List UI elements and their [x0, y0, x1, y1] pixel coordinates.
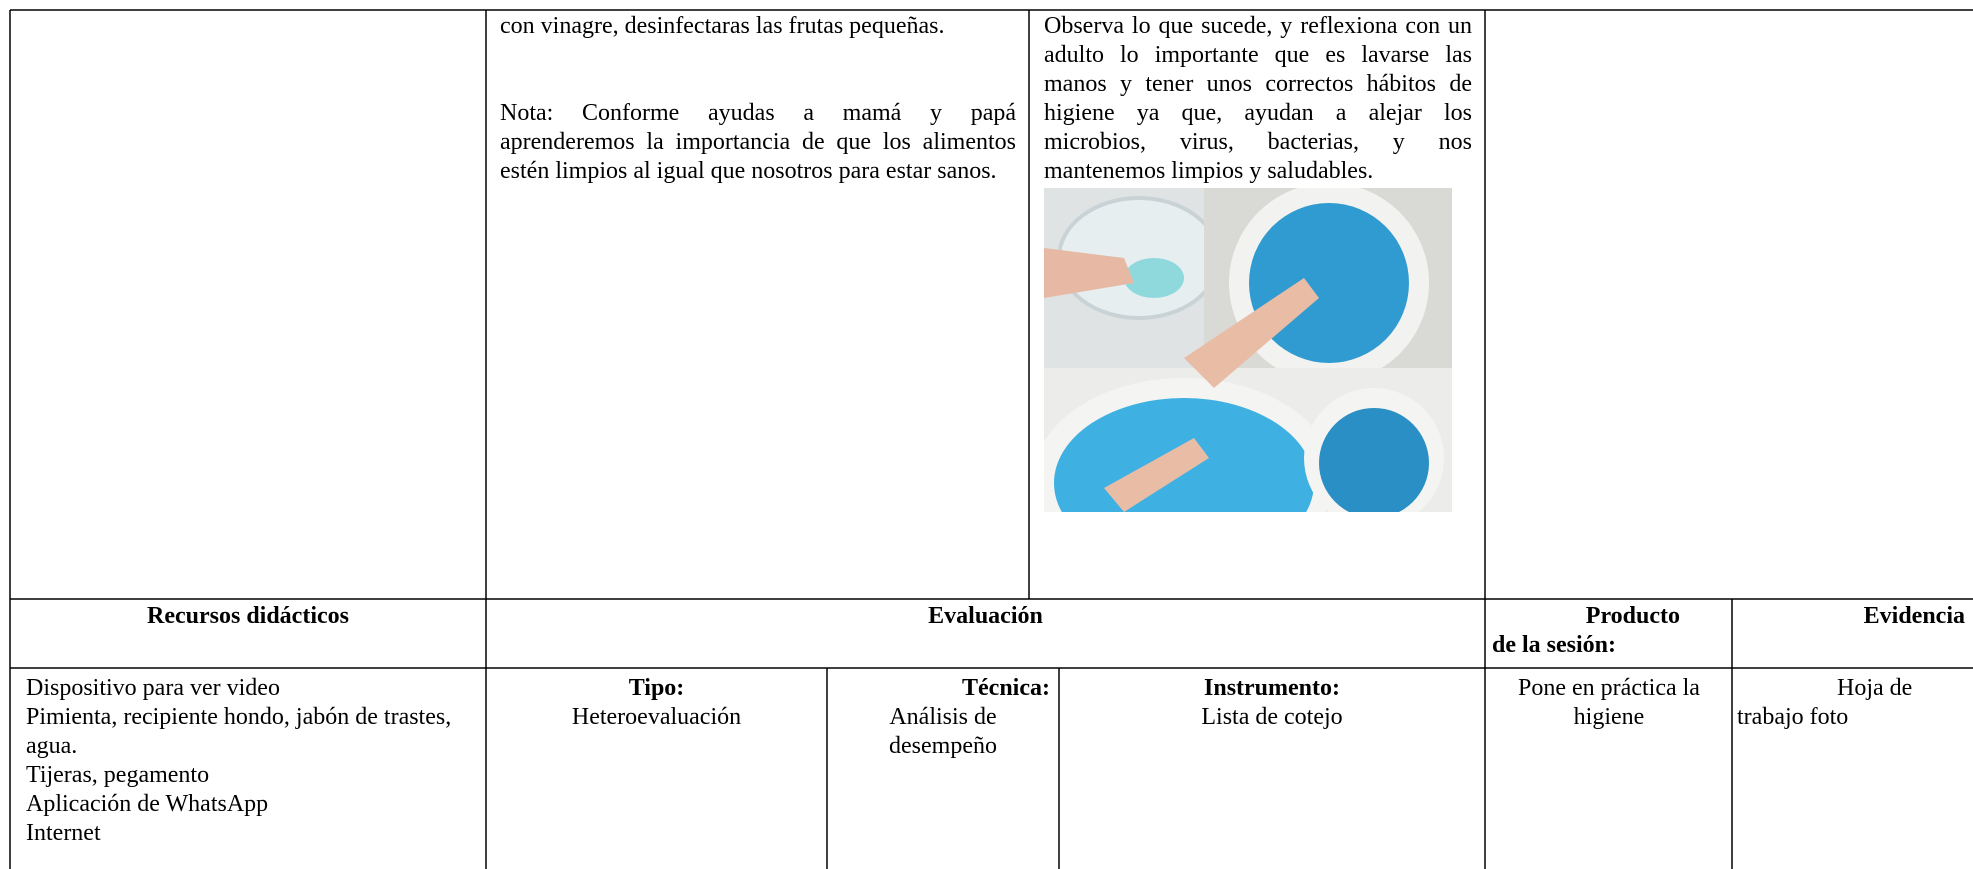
producto-cell: Pone en práctica la higiene: [1518, 675, 1700, 730]
photo: [1044, 188, 1452, 512]
tecnica-cell: Técnica: Análisis de desempeño: [836, 674, 1050, 761]
value: Heteroevaluación: [571, 704, 742, 730]
header-line: Producto: [1585, 603, 1680, 629]
header-evidencia: Evidencia: [1863, 603, 1965, 629]
header-recursos: Recursos didácticos: [147, 603, 349, 629]
tipo-cell: Tipo: Heteroevaluación: [486, 674, 827, 732]
label: Tipo:: [628, 675, 685, 701]
paragraph: con vinagre, desinfectaras las frutas pe…: [500, 13, 945, 39]
label: Técnica:: [962, 675, 1050, 701]
value: Lista de cotejo: [1201, 704, 1343, 730]
paragraph: Observa lo que sucede, y reflexiona con …: [1044, 13, 1472, 184]
resources-cell: Dispositivo para ver video Pimienta, rec…: [26, 674, 478, 848]
instrumento-cell: Instrumento: Lista de cotejo: [1059, 674, 1485, 732]
resource: Aplicación de WhatsApp: [26, 791, 269, 817]
resource: Dispositivo para ver video: [26, 675, 280, 701]
header-line: de la sesión:: [1492, 632, 1617, 658]
activity-cell: con vinagre, desinfectaras las frutas pe…: [500, 12, 1016, 186]
reflection-cell: Observa lo que sucede, y reflexiona con …: [1044, 12, 1472, 512]
label: Instrumento:: [1204, 675, 1340, 701]
value: Análisis de desempeño: [889, 704, 997, 759]
evidencia-cell: Hoja de trabajo foto: [1737, 675, 1913, 730]
resource: Tijeras, pegamento: [26, 762, 210, 788]
resource: Internet: [26, 820, 101, 846]
paragraph: Nota: Conforme ayudas a mamá y papá apre…: [500, 100, 1016, 184]
header-evaluacion: Evaluación: [928, 603, 1043, 629]
resource: Pimienta, recipiente hondo, jabón de tra…: [26, 704, 452, 759]
header-producto: Producto de la sesión:: [1492, 602, 1732, 660]
